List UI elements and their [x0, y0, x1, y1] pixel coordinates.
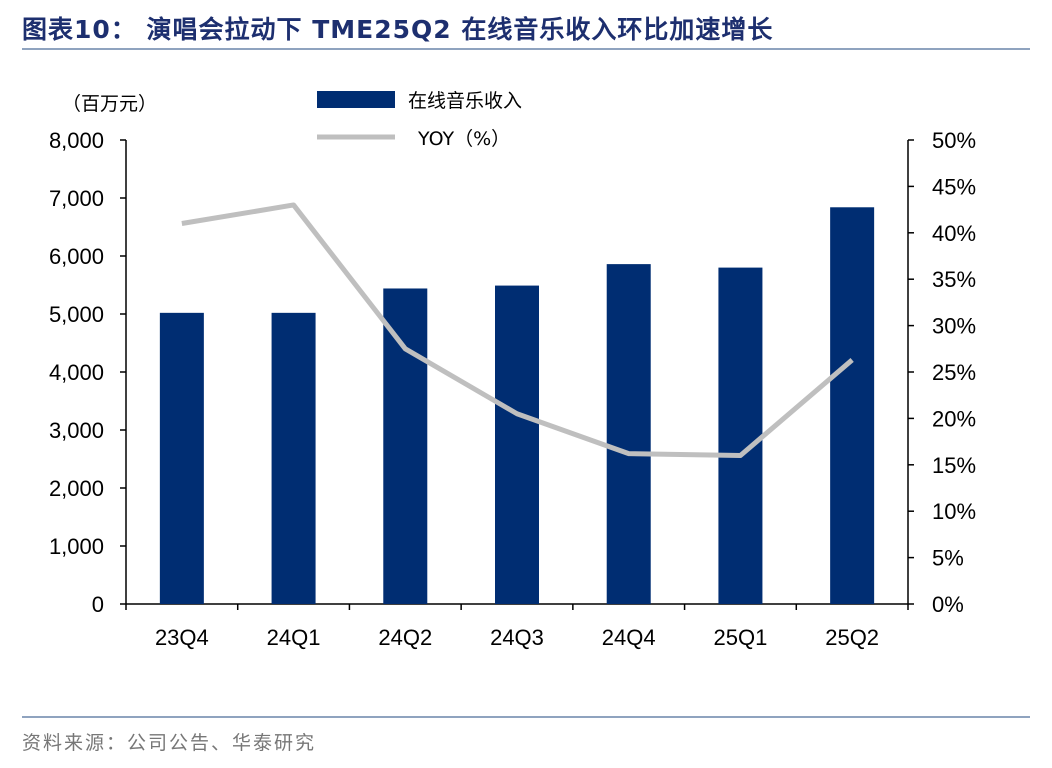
left-axis-tick-label: 5,000	[49, 302, 104, 327]
legend-label-bar: 在线音乐收入	[408, 90, 522, 112]
bar	[495, 285, 539, 604]
right-axis-tick-label: 45%	[932, 174, 976, 199]
left-axis-tick-label: 4,000	[49, 360, 104, 385]
left-axis-tick-label: 6,000	[49, 244, 104, 269]
right-axis-tick-label: 20%	[932, 406, 976, 431]
bar-series	[159, 207, 875, 604]
right-axis-tick-label: 0%	[932, 592, 964, 617]
right-axis-tick-label: 15%	[932, 453, 976, 478]
x-axis-tick-label: 24Q4	[602, 625, 656, 650]
right-axis-tick-label: 40%	[932, 221, 976, 246]
right-axis-tick-label: 50%	[932, 128, 976, 153]
bar	[383, 288, 428, 604]
bar	[718, 267, 763, 604]
title-divider	[22, 48, 1030, 50]
legend-swatch-bar	[317, 91, 395, 108]
right-axis-tick-label: 10%	[932, 499, 976, 524]
line-series	[181, 202, 854, 459]
bar	[830, 207, 875, 604]
axes: 0 1,000 2,000 3,000 4,000 5,000 6,000 7,000 8,00…	[49, 93, 976, 650]
left-axis-tick-label: 2,000	[49, 476, 104, 501]
figure-title: 图表10： 演唱会拉动下 TME25Q2 在线音乐收入环比加速增长	[22, 15, 774, 44]
right-axis-tick-label: 30%	[932, 314, 976, 339]
right-axis-tick-label: 5%	[932, 546, 964, 571]
legend-label-line: YOY（%）	[417, 128, 510, 150]
right-axis-tick-label: 25%	[932, 360, 976, 385]
x-axis-tick-label: 24Q3	[490, 625, 544, 650]
left-axis-unit-label: （百万元）	[62, 93, 157, 115]
source-note: 资料来源：公司公告、华泰研究	[22, 732, 317, 754]
bar	[271, 312, 316, 604]
legend: 在线音乐收入 YOY（%）	[317, 90, 522, 150]
left-axis-tick-label: 0	[92, 592, 104, 617]
left-axis-tick-label: 3,000	[49, 418, 104, 443]
chart: 0 1,000 2,000 3,000 4,000 5,000 6,000 7,000 8,00…	[49, 90, 976, 650]
left-axis-tick-label: 1,000	[49, 534, 104, 559]
left-axis-tick-label: 7,000	[49, 186, 104, 211]
bar	[606, 264, 651, 604]
bar	[159, 312, 204, 604]
x-axis-tick-label: 25Q2	[825, 625, 879, 650]
x-axis-tick-label: 25Q1	[714, 625, 768, 650]
x-axis-tick-label: 24Q2	[378, 625, 432, 650]
left-axis-tick-label: 8,000	[49, 128, 104, 153]
source-divider	[22, 716, 1030, 718]
x-axis-tick-label: 23Q4	[155, 625, 209, 650]
x-axis-tick-label: 24Q1	[267, 625, 321, 650]
right-axis-tick-label: 35%	[932, 267, 976, 292]
